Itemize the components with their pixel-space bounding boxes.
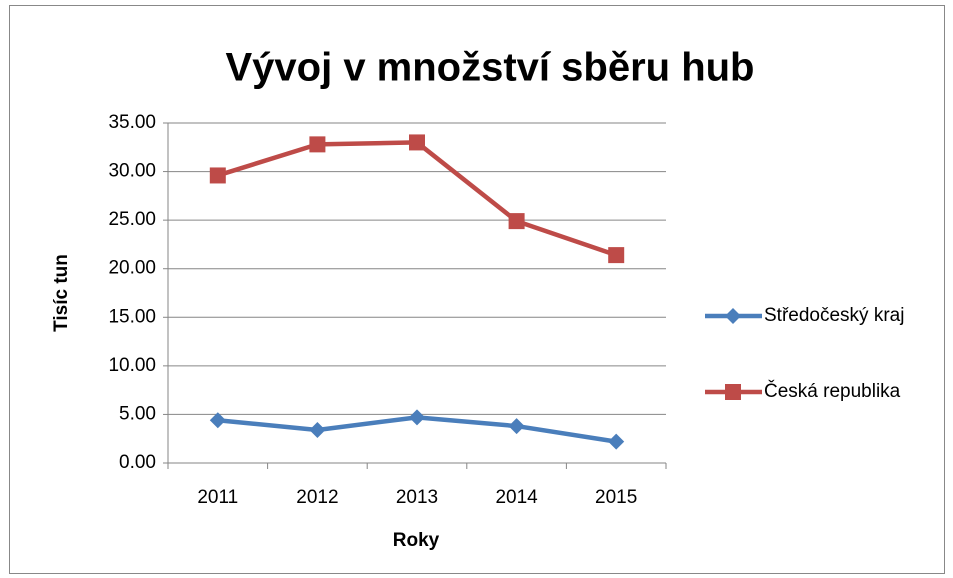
data-point xyxy=(309,421,326,438)
y-tick-label: 5.00 xyxy=(119,403,156,424)
data-point xyxy=(608,433,625,450)
x-tick-label: 2011 xyxy=(197,487,238,508)
chart-border xyxy=(9,5,945,574)
data-point xyxy=(209,167,226,184)
legend-marker xyxy=(725,308,741,324)
x-tick-label: 2013 xyxy=(396,487,438,508)
data-point xyxy=(409,134,425,151)
y-tick-label: 35.00 xyxy=(108,112,156,133)
data-point xyxy=(508,418,525,435)
y-tick-label: 30.00 xyxy=(108,161,156,182)
data-point xyxy=(309,136,326,153)
chart-title: Vývoj v množství sběru hub xyxy=(225,46,754,90)
y-tick-label: 15.00 xyxy=(108,306,156,327)
y-tick-label: 25.00 xyxy=(108,209,156,230)
data-point xyxy=(508,213,525,230)
x-tick-label: 2014 xyxy=(495,487,538,508)
legend-label: Česká republika xyxy=(764,380,901,402)
x-axis-label: Roky xyxy=(393,530,440,551)
y-tick-label: 20.00 xyxy=(108,258,156,279)
y-axis-label: Tisíc tun xyxy=(51,254,72,332)
data-point xyxy=(209,412,226,429)
y-tick-label: 0.00 xyxy=(119,452,156,473)
legend-marker xyxy=(725,384,741,400)
x-tick-label: 2015 xyxy=(595,487,637,508)
data-point xyxy=(608,247,625,264)
legend-label: Středočeský kraj xyxy=(764,305,904,326)
y-tick-label: 10.00 xyxy=(108,355,156,376)
x-tick-label: 2012 xyxy=(296,487,338,508)
data-point xyxy=(409,409,425,426)
